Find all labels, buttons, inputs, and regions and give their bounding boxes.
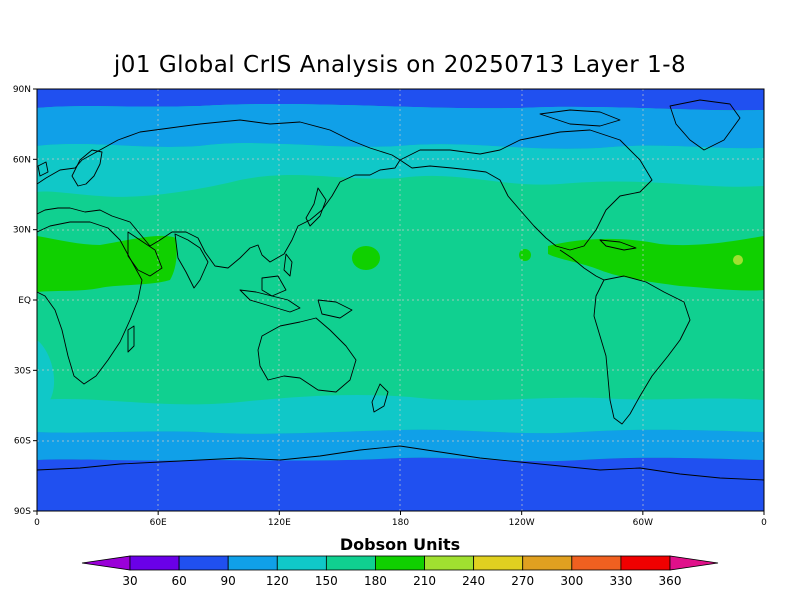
colorbar-swatch: [620, 555, 671, 571]
colorbar: 30 60 90 120 150 180 210 240 270 300 330 360: [81, 555, 719, 588]
band-fill: [37, 340, 55, 400]
coastline-caribbean: [599, 239, 637, 251]
map-grid: [37, 89, 764, 511]
colorbar-swatch: [522, 555, 573, 571]
coastline-borneo: [261, 275, 287, 297]
coastline-southamerica: [593, 275, 691, 425]
lon-tick-label: 180: [392, 518, 409, 528]
coastline-india: [174, 233, 209, 289]
colorbar-swatch: [424, 555, 475, 571]
band-fill: [37, 429, 764, 462]
band-fill: [37, 395, 764, 434]
coastline-northamerica: [399, 129, 653, 251]
colorbar-tick-label: 180: [364, 574, 387, 588]
lon-tick-label: 0: [34, 518, 40, 528]
coastline-philippines: [283, 253, 293, 277]
colorbar-swatch: [227, 555, 278, 571]
lon-tick-label: 60E: [150, 518, 167, 528]
colorbar-tick-label: 300: [560, 574, 583, 588]
coastline-arctic: [539, 109, 621, 127]
coastline-centralamerica: [559, 249, 605, 281]
coastline-madagascar: [127, 325, 135, 353]
colorbar-swatch: [129, 555, 180, 571]
band-fill: [548, 236, 764, 291]
band-fill: [37, 457, 764, 511]
coastline-eurasia: [37, 119, 401, 269]
lon-tick-label: 120E: [268, 518, 291, 528]
coastline-indonesia: [239, 289, 301, 313]
lat-tick-label: 90S: [14, 507, 31, 517]
band-fill: [519, 249, 531, 261]
band-fill: [352, 246, 380, 270]
colorbar-tick-label: 90: [221, 574, 236, 588]
band-fill: [37, 104, 764, 149]
colorbar-swatch: [473, 555, 524, 571]
band-fill: [37, 143, 764, 197]
coastline-africa: [37, 221, 143, 385]
colorbar-tick-label: 120: [266, 574, 289, 588]
coastline-uk: [37, 161, 49, 177]
coastline-japan: [305, 187, 327, 227]
colorbar-extend-high: [669, 555, 719, 571]
coastline-australia: [257, 317, 357, 393]
lon-tick-label: 60W: [633, 518, 653, 528]
colorbar-tick-label: 150: [315, 574, 338, 588]
colorbar-swatch: [276, 555, 327, 571]
lon-axis: 0 60E 120E 180 120W 60W 0: [34, 511, 767, 528]
lat-axis: 90N 60N 30N EQ 30S 60S 90S: [13, 85, 37, 517]
map-title: j01 Global CrIS Analysis on 20250713 Lay…: [113, 52, 687, 78]
lon-tick-label: 0: [761, 518, 767, 528]
colorbar-tick-label: 60: [171, 574, 186, 588]
colorbar-tick-label: 240: [462, 574, 485, 588]
colorbar-swatch: [375, 555, 425, 571]
colorbar-tick-label: 270: [511, 574, 534, 588]
colorbar-swatch: [571, 555, 622, 571]
lat-tick-label: 60N: [13, 155, 31, 165]
lat-tick-label: EQ: [18, 296, 31, 306]
colorbar-tick-label: 330: [609, 574, 632, 588]
colorbar-tick-label: 30: [122, 574, 137, 588]
band-fill: [37, 89, 764, 111]
coastline-newguinea: [317, 299, 353, 319]
colorbar-tick-label: 210: [413, 574, 436, 588]
coastline-scandinavia: [71, 149, 103, 187]
colorbar-tick-label: 360: [659, 574, 682, 588]
contour-fill: [37, 89, 764, 511]
coastline-newzealand: [371, 383, 389, 413]
lat-tick-label: 90N: [13, 85, 31, 95]
lon-tick-label: 120W: [509, 518, 535, 528]
coastlines: [37, 99, 764, 481]
coastline-antarctica: [37, 445, 764, 481]
colorbar-label: Dobson Units: [339, 535, 461, 554]
lat-tick-label: 60S: [14, 437, 31, 447]
colorbar-extend-low: [81, 555, 131, 571]
band-fill: [37, 235, 177, 292]
lat-tick-label: 30N: [13, 226, 31, 236]
lat-tick-label: 30S: [14, 366, 31, 376]
coastline-greenland: [669, 99, 741, 151]
colorbar-swatch: [178, 555, 229, 571]
colorbar-swatch: [325, 555, 376, 571]
band-fill: [733, 255, 743, 265]
